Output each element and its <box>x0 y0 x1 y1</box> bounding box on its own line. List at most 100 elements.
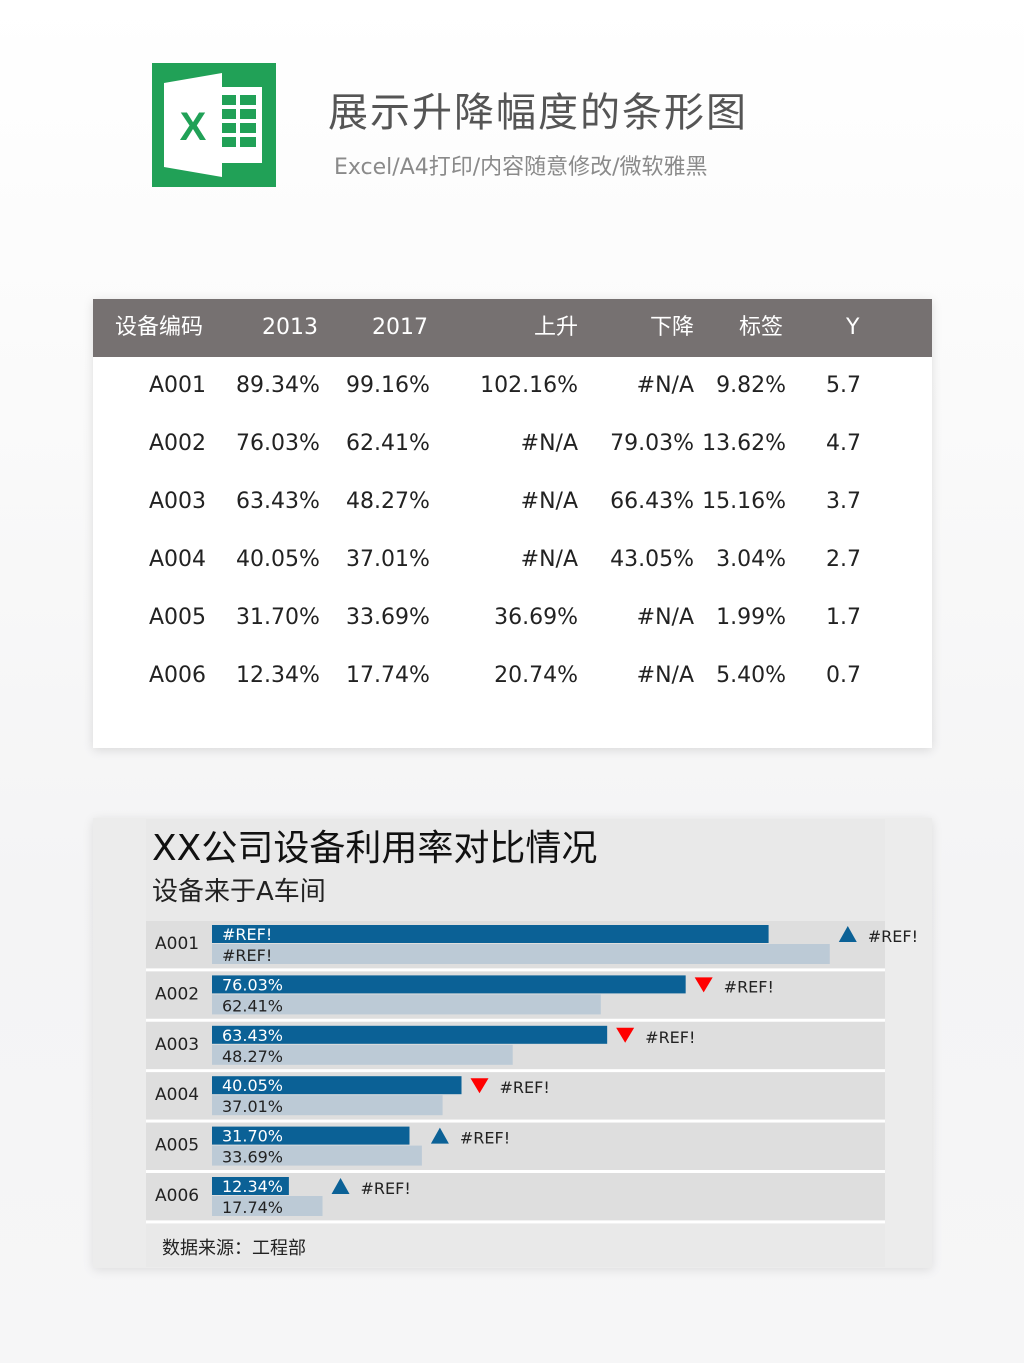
data-table: 设备编码 2013 2017 上升 下降 标签 Y A001 89.34% 99.1… <box>93 299 932 748</box>
cell-y2013: 63.43% <box>236 489 320 514</box>
col-header-label: 标签 <box>739 315 784 340</box>
cell-up: #N/A <box>520 547 578 572</box>
col-header-down: 下降 <box>649 315 694 340</box>
cell-y2013: 89.34% <box>236 373 320 398</box>
change-label: #REF! <box>645 1028 695 1047</box>
col-header-up: 上升 <box>533 315 578 340</box>
change-label: #REF! <box>460 1129 510 1148</box>
cell-y: 4.7 <box>826 431 861 456</box>
chart-row-separator <box>146 1018 885 1022</box>
table-row: A003 63.43% 48.27% #N/A 66.43% 15.16% 3.7 <box>93 473 932 531</box>
category-label: A003 <box>155 1035 199 1055</box>
bar-2017-label: 33.69% <box>222 1148 283 1167</box>
cell-down: 43.05% <box>610 547 694 572</box>
table-row: A001 89.34% 99.16% 102.16% #N/A 9.82% 5.7 <box>93 357 932 415</box>
page-title: 展示升降幅度的条形图 <box>328 90 748 136</box>
triangle-down-icon <box>470 1078 489 1094</box>
bar-2013 <box>212 975 686 994</box>
chart-row-separator <box>146 1170 885 1173</box>
chart-row-separator <box>146 968 885 972</box>
triangle-down-icon <box>616 1027 635 1043</box>
bar-2017-label: 62.41% <box>222 996 283 1015</box>
bar-2013-label: 31.70% <box>222 1127 283 1146</box>
chart-row-separator <box>146 1220 885 1224</box>
chart-subtitle: 设备来于A车间 <box>152 877 326 907</box>
table-row: A006 12.34% 17.74% 20.74% #N/A 5.40% 0.7 <box>93 647 932 705</box>
bar-2013-label: #REF! <box>222 925 272 944</box>
category-label: A002 <box>155 984 199 1004</box>
triangle-up-icon <box>838 926 857 942</box>
bar-2013-label: 40.05% <box>222 1076 283 1095</box>
change-label: #REF! <box>500 1078 550 1097</box>
bar-2013 <box>212 1126 410 1145</box>
bar-2017 <box>212 944 830 964</box>
triangle-up-icon <box>331 1178 350 1194</box>
cell-down: #N/A <box>636 605 694 630</box>
bar-2017-label: #REF! <box>222 946 272 965</box>
cell-up: 20.74% <box>494 663 578 688</box>
cell-y2013: 76.03% <box>236 431 320 456</box>
bar-2013 <box>212 1076 462 1095</box>
bar-2017-label: 48.27% <box>222 1047 283 1066</box>
col-header-code: 设备编码 <box>115 315 204 340</box>
cell-code: A003 <box>149 489 207 514</box>
category-label: A005 <box>155 1136 199 1156</box>
table-row: A005 31.70% 33.69% 36.69% #N/A 1.99% 1.7 <box>93 589 932 647</box>
cell-y2017: 62.41% <box>346 431 430 456</box>
category-label: A001 <box>155 934 199 954</box>
cell-label: 1.99% <box>716 605 786 630</box>
cell-label: 15.16% <box>702 489 786 514</box>
change-label: #REF! <box>868 927 918 946</box>
triangle-up-icon <box>430 1127 449 1144</box>
cell-down: 79.03% <box>610 431 694 456</box>
cell-up: #N/A <box>520 489 578 514</box>
bar-2013-label: 76.03% <box>222 975 283 994</box>
change-label: #REF! <box>724 977 774 996</box>
bar-2013 <box>212 925 769 943</box>
chart-source: 数据来源：工程部 <box>162 1238 306 1259</box>
cell-y: 0.7 <box>826 663 861 688</box>
cell-y: 3.7 <box>826 489 861 514</box>
cell-y2017: 99.16% <box>346 373 430 398</box>
cell-y: 2.7 <box>826 547 861 572</box>
cell-code: A001 <box>149 373 207 398</box>
cell-y2017: 17.74% <box>346 663 430 688</box>
bar-2017-label: 37.01% <box>222 1097 283 1116</box>
cell-y2017: 48.27% <box>346 489 430 514</box>
bar-2017 <box>212 1145 422 1166</box>
logo-letter: X <box>180 105 207 149</box>
col-header-2017: 2017 <box>372 315 428 340</box>
chart-card: XX公司设备利用率对比情况 设备来于A车间 A001 #REF! #REF! #REF… <box>93 818 932 1268</box>
bar-2017 <box>212 1196 323 1216</box>
cell-code: A006 <box>149 663 207 688</box>
triangle-down-icon <box>694 977 713 993</box>
excel-icon: X <box>152 63 276 187</box>
cell-up: 102.16% <box>480 373 578 398</box>
chart-title: XX公司设备利用率对比情况 <box>152 828 597 869</box>
bar-2017-label: 17.74% <box>222 1198 283 1217</box>
table-row: A002 76.03% 62.41% #N/A 79.03% 13.62% 4.7 <box>93 415 932 473</box>
cell-y2013: 12.34% <box>236 663 320 688</box>
cell-down: 66.43% <box>610 489 694 514</box>
bar-2013-label: 63.43% <box>222 1026 283 1045</box>
cell-y2017: 37.01% <box>346 547 430 572</box>
bar-2013 <box>212 1177 289 1195</box>
chart-row-separator <box>146 1069 885 1073</box>
col-header-2013: 2013 <box>262 315 318 340</box>
cell-label: 9.82% <box>716 373 786 398</box>
cell-down: #N/A <box>636 663 694 688</box>
cell-label: 13.62% <box>702 431 786 456</box>
page-subtitle: Excel/A4打印/内容随意修改/微软雅黑 <box>334 155 708 180</box>
cell-y2013: 31.70% <box>236 605 320 630</box>
cell-label: 3.04% <box>716 547 786 572</box>
bar-2017 <box>212 994 601 1015</box>
change-label: #REF! <box>361 1179 411 1198</box>
bar-chart: XX公司设备利用率对比情况 设备来于A车间 A001 #REF! #REF! #REF… <box>146 819 918 1267</box>
category-label: A006 <box>155 1186 199 1206</box>
cell-y: 1.7 <box>826 605 861 630</box>
cell-y2013: 40.05% <box>236 547 320 572</box>
bar-2017 <box>212 1095 443 1116</box>
category-label: A004 <box>155 1085 199 1105</box>
bar-2013 <box>212 1025 608 1044</box>
cell-label: 5.40% <box>716 663 786 688</box>
